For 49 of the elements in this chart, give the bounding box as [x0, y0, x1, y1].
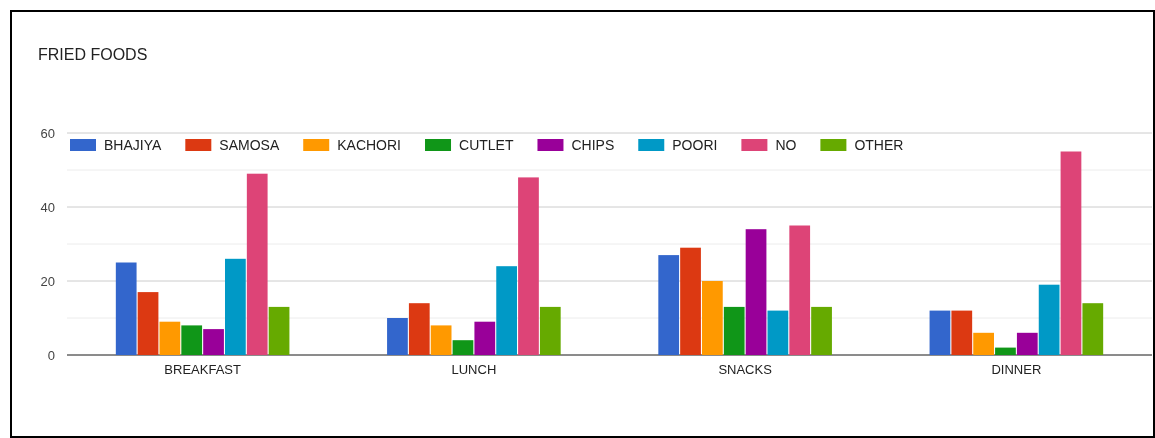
- legend-label: BHAJIYA: [104, 137, 162, 153]
- bar: [702, 281, 723, 355]
- bar: [680, 247, 701, 355]
- chart-title: FRIED FOODS: [38, 46, 148, 63]
- x-tick-label: DINNER: [991, 362, 1042, 378]
- bar: [929, 310, 951, 355]
- bar: [474, 321, 496, 355]
- bar: [951, 310, 973, 355]
- legend-label: NO: [775, 137, 797, 153]
- bar: [723, 306, 745, 355]
- legend-label: SAMOSA: [219, 137, 280, 153]
- bar: [246, 173, 268, 355]
- bar: [539, 306, 561, 355]
- y-tick-label: 0: [47, 347, 55, 363]
- bar: [387, 318, 408, 355]
- bar: [1016, 332, 1038, 355]
- bar: [658, 255, 680, 355]
- bar: [452, 340, 474, 355]
- legend-label: CHIPS: [571, 137, 615, 153]
- y-tick-label: 60: [40, 125, 55, 141]
- bar: [430, 325, 452, 355]
- bar: [811, 306, 832, 355]
- legend-label: KACHORI: [337, 137, 402, 153]
- bar: [973, 332, 994, 355]
- x-tick-label: LUNCH: [451, 362, 497, 378]
- y-tick-label: 20: [40, 273, 55, 289]
- bar: [268, 306, 290, 355]
- bar: [767, 310, 789, 355]
- y-tick-label: 40: [40, 199, 55, 215]
- bar: [408, 303, 430, 355]
- bar: [115, 262, 137, 355]
- bar: [181, 325, 203, 355]
- bar: [137, 292, 159, 355]
- bar: [745, 229, 767, 355]
- bar: [789, 225, 811, 355]
- bar: [159, 321, 181, 355]
- legend-label: CUTLET: [459, 137, 514, 153]
- bar: [1060, 151, 1082, 355]
- bar: [995, 347, 1016, 355]
- legend-label: OTHER: [854, 137, 904, 153]
- bar: [518, 177, 539, 355]
- bar: [203, 329, 224, 355]
- x-tick-label: BREAKFAST: [164, 362, 241, 378]
- bar: [496, 266, 517, 355]
- x-tick-label: SNACKS: [718, 362, 773, 378]
- bar: [1038, 284, 1060, 355]
- bar: [225, 258, 246, 355]
- legend-label: POORI: [672, 137, 718, 153]
- bar: [1082, 303, 1104, 355]
